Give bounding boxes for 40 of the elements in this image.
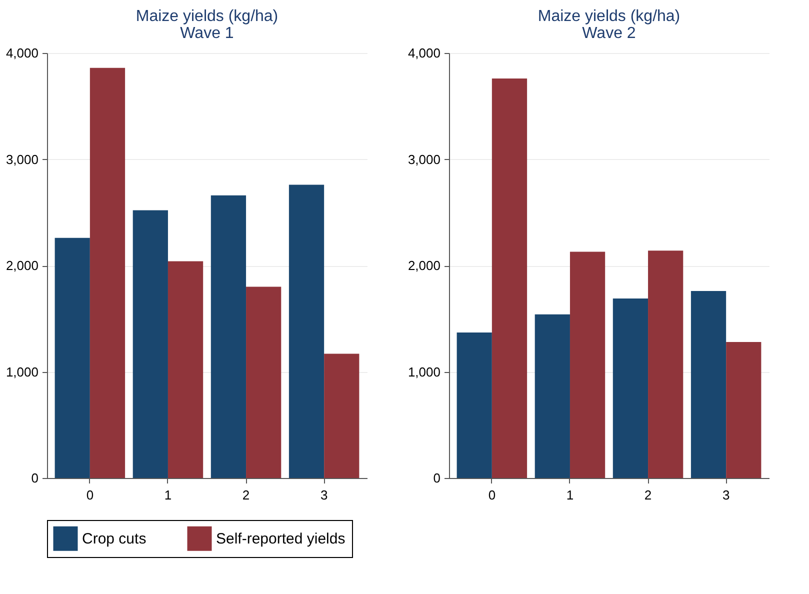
- bar: [726, 342, 762, 478]
- legend-label: Crop cuts: [82, 530, 146, 548]
- bar: [690, 291, 726, 478]
- y-tick-label: 1,000: [6, 364, 38, 380]
- bar: [210, 195, 246, 478]
- chart-subtitle: Wave 1: [180, 25, 234, 42]
- x-tick-label: 0: [488, 488, 496, 502]
- chart-title: Maize yields (kg/ha): [136, 8, 278, 25]
- bar: [288, 184, 324, 478]
- bar: [168, 261, 204, 478]
- y-tick-label: 4,000: [408, 46, 440, 60]
- x-tick-label: 1: [566, 488, 574, 502]
- y-tick-label: 4,000: [6, 46, 38, 60]
- bar: [612, 298, 648, 478]
- bar: [648, 250, 684, 478]
- x-tick-label: 1: [164, 488, 172, 502]
- legend-label: Self-reported yields: [216, 530, 346, 548]
- x-tick-label: 0: [86, 488, 94, 502]
- x-tick-label: 2: [644, 488, 652, 502]
- x-tick-label: 3: [320, 488, 328, 502]
- bar: [246, 286, 282, 478]
- bar: [492, 78, 528, 478]
- bar: [90, 68, 126, 478]
- x-tick-label: 2: [242, 488, 250, 502]
- bar: [132, 210, 168, 478]
- bar: [570, 252, 606, 478]
- bar: [324, 354, 360, 478]
- chart-title: Maize yields (kg/ha): [538, 8, 680, 25]
- y-tick-label: 3,000: [408, 152, 440, 167]
- chart-subtitle: Wave 2: [582, 25, 636, 42]
- bar: [456, 332, 492, 478]
- y-tick-label: 2,000: [408, 258, 440, 273]
- bar: [534, 314, 570, 478]
- y-tick-label: 3,000: [6, 152, 38, 167]
- y-tick-label: 0: [433, 470, 440, 486]
- x-tick-label: 3: [722, 488, 730, 502]
- y-tick-label: 1,000: [408, 364, 440, 380]
- y-tick-label: 2,000: [6, 258, 38, 273]
- bar: [54, 238, 90, 478]
- y-tick-label: 0: [31, 470, 38, 486]
